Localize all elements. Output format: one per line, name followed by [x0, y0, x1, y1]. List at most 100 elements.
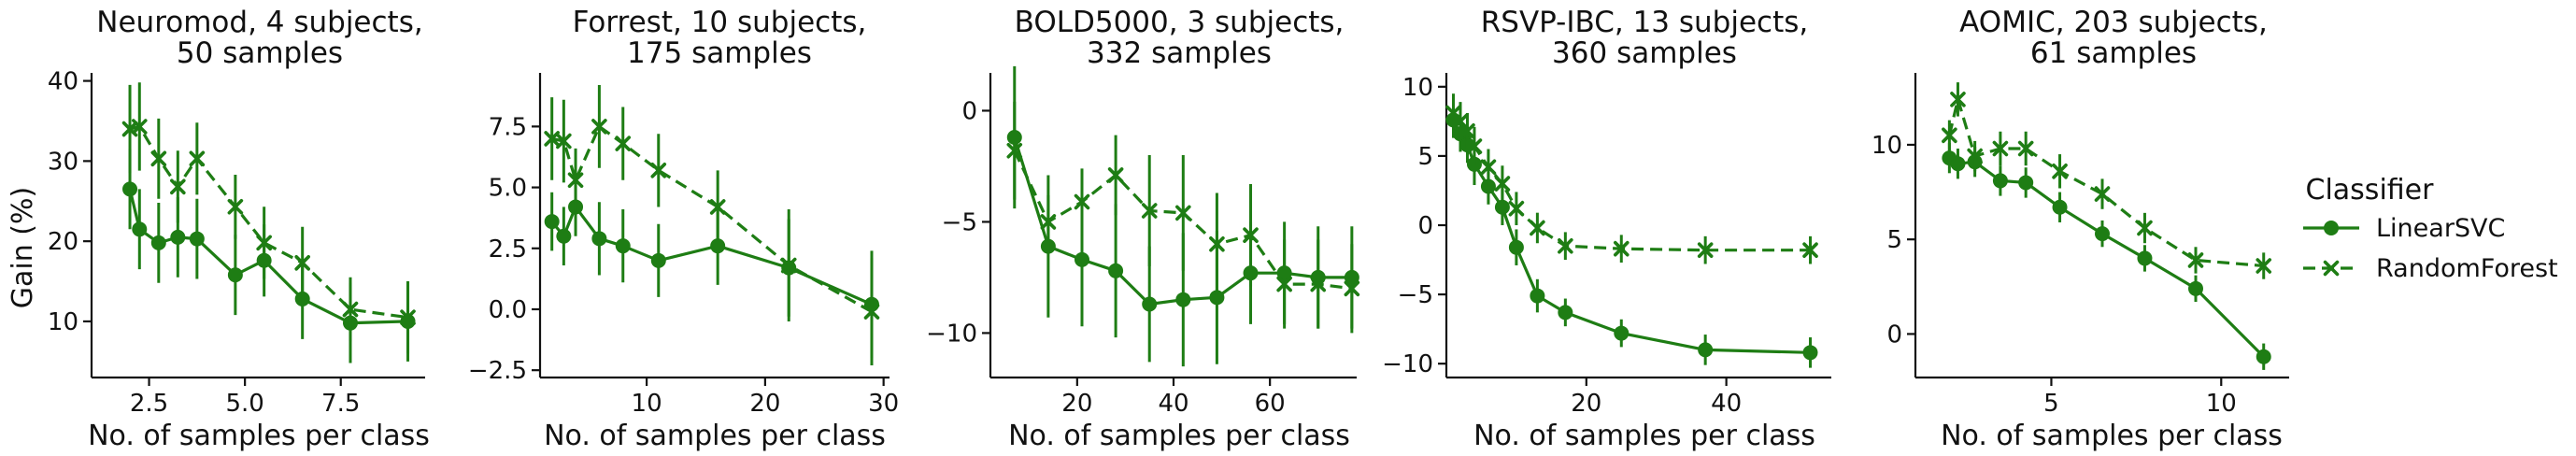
- data-point: [1950, 92, 1966, 107]
- data-point: [131, 119, 148, 135]
- data-point: [591, 119, 607, 135]
- panel-title-line2: 50 samples: [177, 36, 343, 70]
- data-point-stroke-b: [1107, 167, 1124, 183]
- data-point: [2188, 280, 2203, 296]
- data-point: [122, 181, 138, 197]
- data-point: [2256, 258, 2272, 274]
- data-point: [863, 304, 880, 320]
- data-point: [780, 257, 797, 274]
- y-tick-label: 0.0: [489, 296, 527, 324]
- data-point: [1310, 276, 1327, 292]
- data-point-stroke-b: [1310, 276, 1327, 292]
- legend-entry-linearsvc: LinearSVC: [2303, 214, 2505, 243]
- data-point-stroke-b: [780, 257, 797, 274]
- data-point: [150, 150, 167, 167]
- data-point-stroke-b: [650, 163, 667, 178]
- data-point-stroke-b: [227, 198, 244, 215]
- y-tick-label: −5: [1398, 281, 1433, 309]
- data-point: [227, 267, 243, 283]
- panel-title-line1: BOLD5000, 3 subjects,: [1015, 6, 1345, 39]
- data-point: [556, 133, 572, 150]
- data-point-stroke-b: [863, 304, 880, 320]
- x-tick-label: 40: [1158, 390, 1188, 418]
- data-point: [1209, 235, 1225, 252]
- data-point: [591, 231, 607, 247]
- data-point: [1697, 242, 1714, 258]
- series-linearsvc: [1942, 142, 2271, 370]
- x-tick-label: 2.5: [130, 390, 168, 418]
- data-point: [1614, 325, 1630, 341]
- legend-title: Classifier: [2306, 174, 2435, 207]
- panel-title-line2: 61 samples: [2030, 36, 2197, 70]
- y-tick-label: 10: [48, 308, 78, 336]
- data-point: [1558, 237, 1573, 254]
- data-point: [342, 301, 359, 318]
- series-line: [1948, 156, 2265, 358]
- data-point: [1942, 127, 1957, 144]
- data-point-stroke-b: [709, 199, 726, 215]
- x-tick-label: 20: [1061, 390, 1092, 418]
- y-tick-label: 20: [48, 228, 78, 256]
- series-line: [1452, 111, 1811, 252]
- plot-area: 2.5 5.0 7.5 10 20 30 40: [48, 68, 425, 418]
- data-point: [2256, 349, 2271, 364]
- x-axis-label: No. of samples per class: [544, 420, 886, 452]
- data-point-stroke-b: [2256, 258, 2272, 274]
- data-point: [2094, 186, 2111, 202]
- y-tick-label: 10: [1402, 74, 1433, 102]
- data-point: [2187, 252, 2204, 268]
- x-tick-label: 40: [1711, 390, 1742, 418]
- legend-swatch-randomforest: [2303, 260, 2359, 277]
- data-point: [556, 228, 572, 244]
- data-point-stroke-b: [1494, 176, 1511, 192]
- x-tick-label: 7.5: [321, 390, 360, 418]
- series-linearsvc: [1445, 102, 1818, 368]
- data-point: [1040, 214, 1057, 230]
- data-point: [1530, 220, 1545, 236]
- panel-title-line2: 332 samples: [1087, 36, 1272, 70]
- data-point: [1466, 138, 1483, 154]
- series-line: [129, 124, 408, 320]
- data-point: [544, 131, 560, 147]
- data-point: [189, 231, 205, 247]
- data-point: [1508, 239, 1524, 255]
- data-point-stroke-b: [1209, 235, 1225, 252]
- y-tick-label: −2.5: [468, 357, 527, 385]
- data-point: [1075, 251, 1089, 267]
- data-point: [1276, 276, 1292, 292]
- x-tick-label: 5: [2043, 390, 2059, 418]
- data-point-stroke-b: [2187, 252, 2204, 268]
- data-point: [1494, 199, 1510, 215]
- data-point-stroke-b: [1697, 242, 1714, 258]
- data-point: [170, 178, 186, 195]
- series-randomforest: [1942, 82, 2272, 279]
- data-point-stroke-b: [1942, 127, 1957, 144]
- series-randomforest: [1006, 101, 1360, 334]
- data-point-stroke-b: [1141, 203, 1158, 219]
- data-point: [400, 309, 416, 325]
- data-point-stroke-b: [1459, 122, 1475, 139]
- data-point-stroke-b: [1480, 159, 1497, 176]
- x-tick-label: 60: [1255, 390, 1286, 418]
- data-point: [1802, 345, 1818, 361]
- data-point: [650, 252, 666, 268]
- series-randomforest: [544, 85, 880, 365]
- data-point: [294, 255, 310, 271]
- x-axis-label: No. of samples per class: [1941, 420, 2283, 452]
- data-point-stroke-b: [256, 235, 272, 251]
- series-line: [1452, 119, 1811, 354]
- series-linearsvc: [122, 149, 416, 363]
- panel-title-line1: Forrest, 10 subjects,: [573, 6, 867, 39]
- x-tick-label: 10: [2206, 390, 2237, 418]
- data-point-stroke-b: [1006, 142, 1023, 159]
- data-point-stroke-b: [189, 150, 206, 167]
- y-tick-label: 10: [1872, 132, 1902, 160]
- data-point-stroke-b: [121, 121, 138, 137]
- data-point: [1006, 142, 1023, 159]
- data-point-stroke-b: [1613, 240, 1630, 257]
- y-tick-label: −10: [1382, 350, 1433, 378]
- panel-bold5000: BOLD5000, 3 subjects, 332 samples No. of…: [926, 6, 1360, 452]
- data-point: [2018, 175, 2034, 191]
- x-axis-label: No. of samples per class: [88, 420, 430, 452]
